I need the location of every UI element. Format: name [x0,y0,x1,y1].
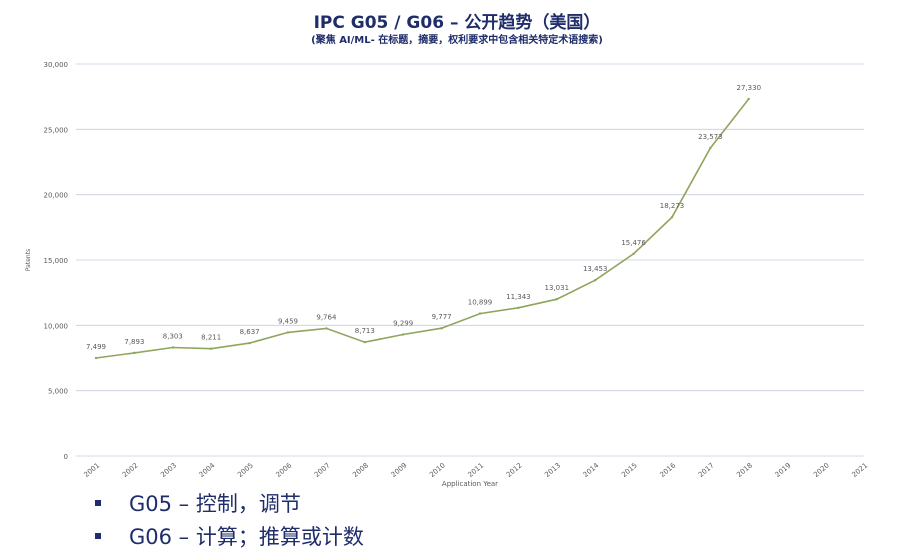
data-point [517,306,520,309]
bullet-icon [95,533,101,539]
data-label: 7,893 [124,338,144,346]
x-tick-label: 2011 [466,461,485,479]
data-label: 9,777 [432,313,452,321]
data-point [171,346,174,349]
data-point [210,347,213,350]
data-label: 23,573 [698,133,723,141]
x-tick-label: 2002 [121,461,140,479]
x-tick-label: 2018 [735,461,754,479]
legend: G05 – 控制，调节 G06 – 计算；推算或计数 [95,488,364,554]
x-tick-label: 2021 [850,461,869,479]
legend-item-g05: G05 – 控制，调节 [95,488,364,521]
data-label: 9,299 [393,319,413,327]
x-tick-label: 2003 [159,461,178,479]
legend-label: G06 – 计算；推算或计数 [129,525,364,549]
legend-label: G05 – 控制，调节 [129,492,301,516]
chart-title: IPC G05 / G06 – 公开趋势（美国） [313,13,601,33]
data-point [402,333,405,336]
x-tick-label: 2017 [697,461,716,479]
data-point [286,331,290,334]
data-label: 15,476 [621,239,646,247]
x-tick-label: 2009 [390,461,409,479]
data-label: 13,453 [583,265,608,273]
x-tick-label: 2008 [351,461,370,479]
x-tick-label: 2006 [274,461,293,479]
x-tick-label: 2004 [198,461,217,479]
data-point [632,252,635,255]
data-label: 11,343 [506,293,531,301]
x-tick-label: 2007 [313,461,332,479]
y-tick-label: 25,000 [44,126,69,134]
x-tick-label: 2013 [543,461,562,479]
data-label: 13,031 [545,284,570,292]
data-point [670,216,674,219]
data-label: 27,330 [737,84,762,92]
data-point [363,340,366,344]
chart-subtitle: (聚焦 AI/ML- 在标题，摘要，权利要求中包含相关特定术语搜索) [311,35,603,46]
data-point [709,146,712,150]
data-label: 8,303 [163,333,183,341]
data-label: 8,211 [201,334,221,342]
y-tick-label: 5,000 [48,388,68,396]
data-label: 7,499 [86,343,106,351]
x-tick-label: 2015 [620,461,639,479]
data-point [94,356,98,360]
bullet-icon [95,500,101,506]
data-point [555,298,558,301]
data-point [747,97,750,101]
data-label: 8,713 [355,327,375,335]
data-point [133,351,136,355]
legend-item-g06: G06 – 计算；推算或计数 [95,521,364,554]
x-tick-label: 2005 [236,461,255,479]
data-label: 9,764 [316,313,337,321]
y-axis-label: Patents [25,249,32,271]
x-tick-label: 2019 [774,461,793,479]
x-tick-label: 2014 [582,461,601,479]
x-tick-label: 2016 [658,461,677,479]
data-label: 10,899 [468,299,493,307]
data-point [440,327,443,330]
x-tick-label: 2010 [428,461,447,479]
data-label: 8,637 [240,328,260,336]
x-tick-label: 2020 [812,461,831,479]
y-tick-label: 30,000 [44,61,69,69]
data-point [478,312,482,315]
x-axis-label: Application Year [442,480,498,488]
data-label: 9,459 [278,317,298,325]
line-chart: 30,000 25,000 20,000 15,000 10,000 5,000 0 Pate… [25,61,869,488]
y-tick-label: 10,000 [44,322,69,330]
y-tick-label: 15,000 [44,257,69,265]
data-label: 18,273 [660,202,685,210]
x-tick-label: 2001 [82,461,101,479]
y-tick-label: 20,000 [44,192,69,200]
y-tick-label: 0 [64,453,68,461]
series-line [95,98,750,359]
x-tick-label: 2012 [505,461,524,479]
data-point [325,327,328,330]
data-point [248,341,251,345]
data-point [594,279,597,282]
